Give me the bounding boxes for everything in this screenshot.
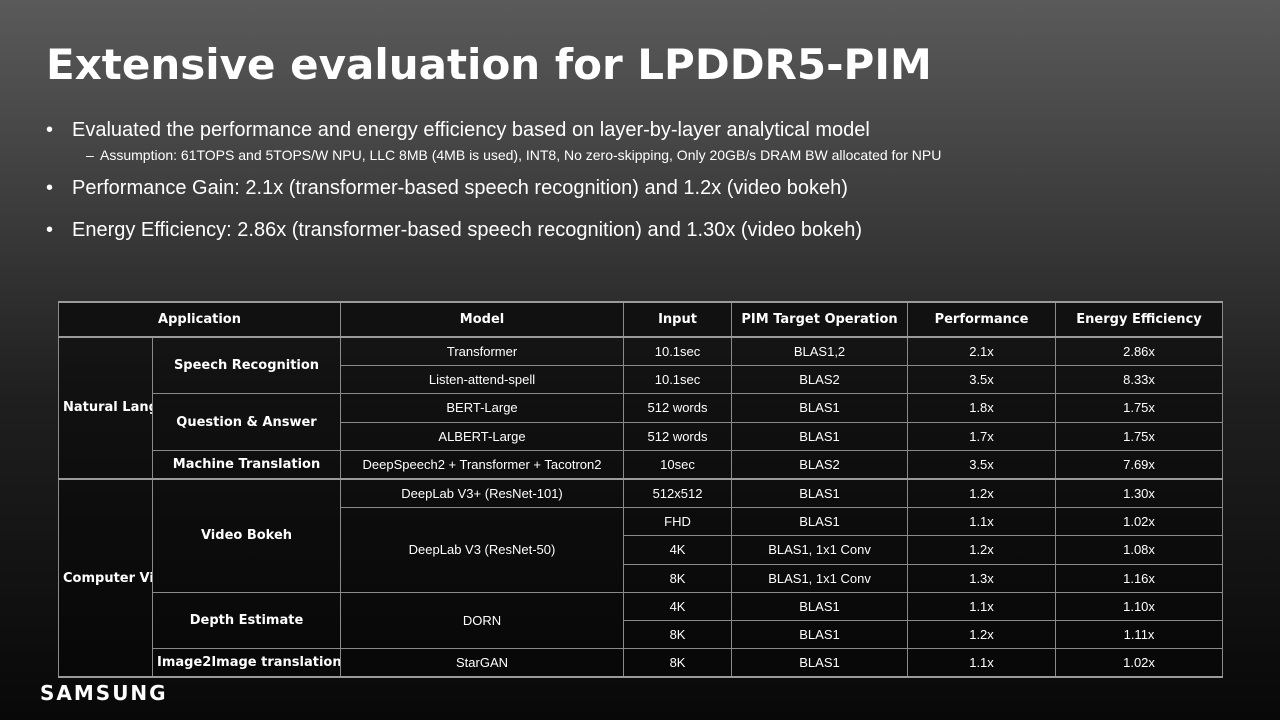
header-energy-efficiency: Energy Efficiency [1055, 301, 1224, 338]
cell-energy: 1.02x [1055, 648, 1224, 679]
header-input: Input [623, 301, 733, 338]
cell-input: 8K [623, 619, 733, 650]
table-row: Machine Translation DeepSpeech2 + Transf… [59, 449, 1224, 480]
table-row: 8K BLAS1 1.2x 1.11x [59, 619, 1224, 650]
cell-performance: 1.1x [907, 591, 1057, 621]
cell-energy: 1.11x [1055, 619, 1224, 650]
cell-input: FHD [623, 507, 733, 537]
table-row: Computer Vision Video Bokeh DeepLab V3+ … [58, 478, 1224, 679]
table-row: Depth Estimate DORN 4K BLAS1 1.1x 1.10x [59, 591, 1224, 650]
cell-operation: BLAS2 [731, 449, 909, 480]
cell-operation: BLAS1, 1x1 Conv [731, 563, 909, 593]
cell-input: 4K [623, 535, 733, 565]
table-row: 4K BLAS1, 1x1 Conv 1.2x 1.08x [59, 535, 1224, 565]
cell-energy: 1.75x [1055, 393, 1224, 423]
cell-operation: BLAS1 [731, 619, 909, 650]
samsung-logo: SAMSUNG [40, 681, 168, 705]
task-question-answer: Question & Answer [151, 393, 342, 451]
cell-input: 10.1sec [623, 336, 733, 367]
cell-operation: BLAS1,2 [731, 336, 909, 367]
cell-input: 512x512 [623, 478, 733, 509]
cell-energy: 1.08x [1055, 535, 1224, 565]
task-image2image-translation: Image2Image translation [151, 648, 342, 679]
table-row: Listen-attend-spell 10.1sec BLAS2 3.5x 8… [59, 365, 1224, 395]
cell-performance: 1.2x [907, 478, 1057, 509]
table-row: Question & Answer BERT-Large 512 words B… [59, 393, 1224, 451]
sub-bullet-dash: – [86, 147, 94, 163]
cell-model: DeepSpeech2 + Transformer + Tacotron2 [340, 449, 625, 480]
header-model: Model [340, 301, 625, 338]
table-row: DeepLab V3 (ResNet-50) FHD BLAS1 1.1x 1.… [59, 507, 1224, 593]
cell-operation: BLAS1, 1x1 Conv [731, 535, 909, 565]
cell-operation: BLAS2 [731, 365, 909, 395]
cell-performance: 1.1x [907, 507, 1057, 537]
cell-input: 10sec [623, 449, 733, 480]
cell-input: 8K [623, 563, 733, 593]
cell-energy: 8.33x [1055, 365, 1224, 395]
bullet-performance-gain: Performance Gain: 2.1x (transformer-base… [46, 174, 1246, 202]
table-row: 8K BLAS1, 1x1 Conv 1.3x 1.16x [59, 563, 1224, 593]
cell-performance: 1.1x [907, 648, 1057, 679]
cell-performance: 3.5x [907, 365, 1057, 395]
table-row: Image2Image translation StarGAN 8K BLAS1… [59, 648, 1224, 679]
cell-performance: 2.1x [907, 336, 1057, 367]
cell-performance: 3.5x [907, 449, 1057, 480]
category-computer-vision: Computer Vision [58, 478, 153, 679]
cell-operation: BLAS1 [731, 591, 909, 621]
cell-energy: 1.30x [1055, 478, 1224, 509]
cell-performance: 1.2x [907, 619, 1057, 650]
cell-energy: 2.86x [1055, 336, 1224, 367]
cell-performance: 1.7x [907, 421, 1057, 451]
bullet-evaluation: Evaluated the performance and energy eff… [46, 116, 1246, 144]
cell-input: 8K [623, 648, 733, 679]
header-application: Application [57, 301, 342, 338]
category-nlp: Natural Language Processing [58, 336, 153, 480]
cell-energy: 1.02x [1055, 507, 1224, 537]
bullet-energy-efficiency: Energy Efficiency: 2.86x (transformer-ba… [46, 216, 1246, 244]
cell-operation: BLAS1 [731, 648, 909, 679]
cell-input: 512 words [623, 393, 733, 423]
cell-operation: BLAS1 [731, 478, 909, 509]
cell-model: Transformer [340, 336, 625, 367]
cell-energy: 7.69x [1055, 449, 1224, 480]
table-row: ALBERT-Large 512 words BLAS1 1.7x 1.75x [59, 421, 1224, 451]
sub-bullet-assumption-text: Assumption: 61TOPS and 5TOPS/W NPU, LLC … [100, 147, 942, 163]
task-speech-recognition: Speech Recognition [151, 336, 342, 395]
header-performance: Performance [907, 301, 1057, 338]
cell-model: DORN [340, 591, 625, 650]
cell-operation: BLAS1 [731, 421, 909, 451]
cell-input: 10.1sec [623, 365, 733, 395]
cell-model: DeepLab V3 (ResNet-50) [340, 507, 625, 593]
cell-model: BERT-Large [340, 393, 625, 423]
cell-input: 512 words [623, 421, 733, 451]
cell-model: StarGAN [340, 648, 625, 679]
cell-energy: 1.75x [1055, 421, 1224, 451]
evaluation-table: Application Model Input PIM Target Opera… [57, 301, 1224, 679]
slide-title: Extensive evaluation for LPDDR5-PIM [46, 40, 932, 89]
cell-performance: 1.3x [907, 563, 1057, 593]
table-row: Natural Language Processing Speech Recog… [58, 336, 1224, 480]
cell-model: DeepLab V3+ (ResNet-101) [340, 478, 625, 509]
cell-energy: 1.10x [1055, 591, 1224, 621]
task-video-bokeh: Video Bokeh [151, 478, 342, 593]
sub-bullet-assumption: – Assumption: 61TOPS and 5TOPS/W NPU, LL… [46, 144, 1246, 166]
table-header-row: Application Model Input PIM Target Opera… [57, 301, 1224, 338]
cell-performance: 1.2x [907, 535, 1057, 565]
cell-operation: BLAS1 [731, 393, 909, 423]
header-pim-target-operation: PIM Target Operation [731, 301, 909, 338]
cell-model: ALBERT-Large [340, 421, 625, 451]
cell-performance: 1.8x [907, 393, 1057, 423]
task-machine-translation: Machine Translation [151, 449, 342, 480]
cell-input: 4K [623, 591, 733, 621]
cell-model: Listen-attend-spell [340, 365, 625, 395]
cell-operation: BLAS1 [731, 507, 909, 537]
bullet-list: Evaluated the performance and energy eff… [46, 116, 1246, 244]
task-depth-estimate: Depth Estimate [151, 591, 342, 650]
cell-energy: 1.16x [1055, 563, 1224, 593]
